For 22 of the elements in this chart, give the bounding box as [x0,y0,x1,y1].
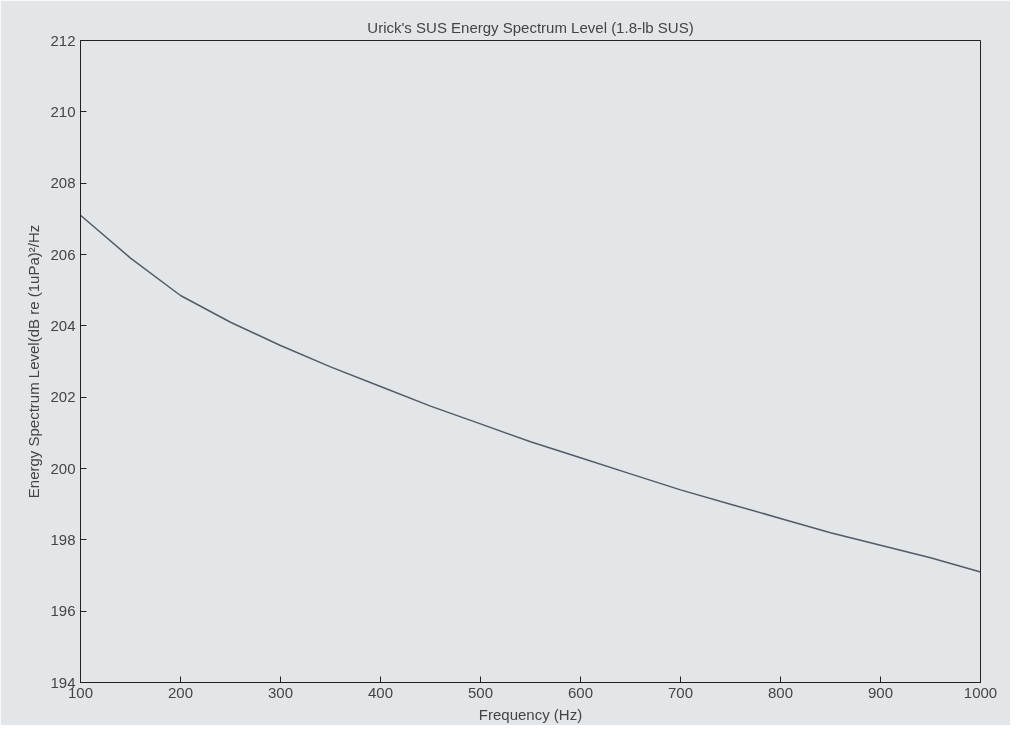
x-tick-label: 200 [167,683,194,701]
y-tick-label: 206 [50,245,76,263]
x-tick-label: 900 [867,683,894,701]
y-tick-label: 204 [50,316,76,334]
chart-title: Urick's SUS Energy Spectrum Level (1.8-lb SUS) [367,18,694,36]
y-tick-label: 198 [50,530,76,548]
y-tick-label: 212 [50,31,76,49]
y-axis-title: Energy Spectrum Level(dB re (1uPa)²/Hz [25,224,43,499]
x-tick-label: 600 [567,683,594,701]
x-tick-label: 700 [667,683,694,701]
x-tick-label: 500 [467,683,494,701]
line-series [80,214,981,573]
x-tick-label: 800 [767,683,794,701]
y-tick-label: 210 [50,102,76,120]
x-tick-label: 400 [367,683,394,701]
y-tick-label: 196 [50,602,76,620]
y-tick-label: 200 [50,459,76,477]
x-tick-label: 300 [267,683,294,701]
y-tick-label: 202 [50,388,76,406]
x-tick-label: 1000 [963,683,998,701]
x-axis-title: Frequency (Hz) [478,705,583,723]
y-tick-label: 208 [50,174,76,192]
